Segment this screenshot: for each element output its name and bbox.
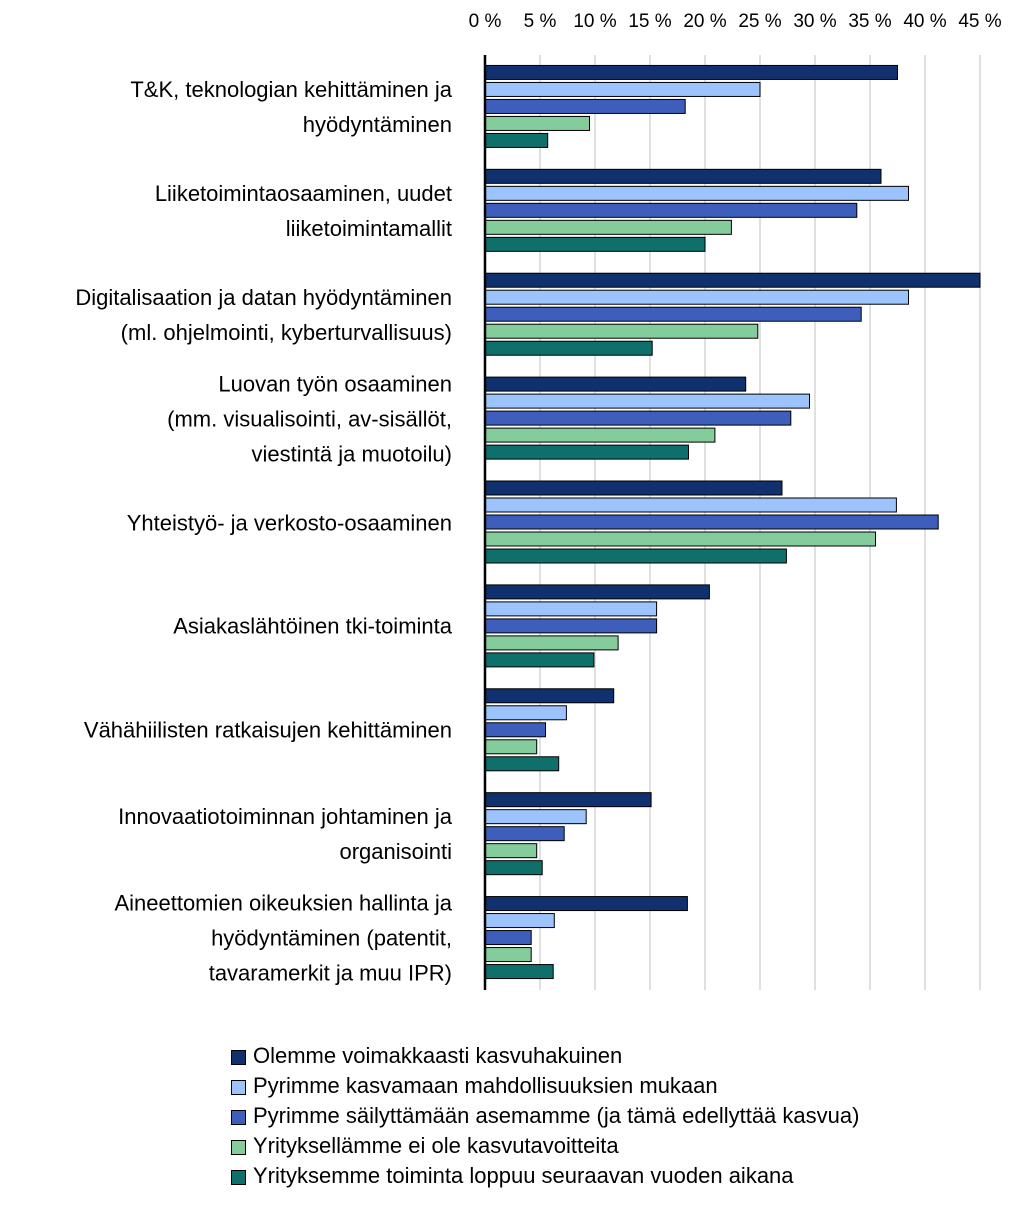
x-tick-label: 15 % xyxy=(628,11,671,32)
bar xyxy=(484,427,716,443)
legend-swatch xyxy=(231,1050,246,1065)
category-label: T&K, teknologian kehittäminen ja hyödynt… xyxy=(130,76,452,137)
bar xyxy=(484,652,595,668)
bar xyxy=(484,964,554,980)
bar xyxy=(484,860,543,876)
bar xyxy=(484,531,876,547)
bar xyxy=(484,896,688,912)
category-label: Luovan työn osaaminen (mm. visualisointi… xyxy=(167,371,452,467)
x-tick-label: 25 % xyxy=(738,11,781,32)
bar xyxy=(484,913,555,929)
legend-swatch xyxy=(231,1170,246,1185)
x-tick-label: 35 % xyxy=(848,11,891,32)
category-label: Vähähiilisten ratkaisujen kehittäminen xyxy=(83,717,452,743)
bar xyxy=(484,548,787,564)
bar xyxy=(484,376,747,392)
x-tick-label: 45 % xyxy=(958,11,1001,32)
bar xyxy=(484,219,732,235)
bar xyxy=(484,306,862,322)
x-tick-label: 20 % xyxy=(683,11,726,32)
bar xyxy=(484,410,792,426)
bar xyxy=(484,618,658,634)
bar xyxy=(484,497,897,513)
legend-label: Yrityksemme toiminta loppuu seuraavan vu… xyxy=(253,1163,794,1188)
bar xyxy=(484,272,981,288)
bar xyxy=(484,947,532,963)
category-label: Asiakaslähtöinen tki-toiminta xyxy=(173,613,452,639)
bar xyxy=(484,809,587,825)
bar xyxy=(484,705,567,721)
bar xyxy=(484,480,783,496)
x-tick-label: 30 % xyxy=(793,11,836,32)
bar xyxy=(484,444,689,460)
legend-label: Yrityksellämme ei ole kasvutavoitteita xyxy=(253,1133,619,1158)
x-tick-label: 5 % xyxy=(524,11,557,32)
bar xyxy=(484,132,549,148)
x-tick-label: 0 % xyxy=(469,11,502,32)
x-tick-label: 40 % xyxy=(903,11,946,32)
bar xyxy=(484,185,909,201)
bar xyxy=(484,289,909,305)
category-label: Yhteistyö- ja verkosto-osaaminen xyxy=(126,510,452,535)
x-tick-label: 10 % xyxy=(573,11,616,32)
legend-label: Olemme voimakkaasti kasvuhakuinen xyxy=(253,1043,623,1068)
legend-swatch xyxy=(231,1080,246,1095)
bar xyxy=(484,688,615,704)
bar xyxy=(484,81,761,97)
bar xyxy=(484,739,538,755)
legend-label: Pyrimme säilyttämään asemamme (ja tämä e… xyxy=(253,1103,860,1128)
bar xyxy=(484,756,560,772)
bar xyxy=(484,115,590,131)
bar xyxy=(484,635,619,651)
bar xyxy=(484,340,653,356)
legend-swatch xyxy=(231,1140,246,1155)
bar xyxy=(484,323,759,339)
category-label: Liiketoimintaosaaminen, uudet liiketoimi… xyxy=(154,180,452,241)
bar xyxy=(484,393,810,409)
bar xyxy=(484,98,686,114)
bar xyxy=(484,601,658,617)
bar xyxy=(484,168,882,184)
legend-swatch xyxy=(231,1110,246,1125)
legend-label: Pyrimme kasvamaan mahdollisuuksien mukaa… xyxy=(253,1073,718,1098)
bar xyxy=(484,722,546,738)
bar xyxy=(484,514,939,530)
bar xyxy=(484,792,652,808)
bar xyxy=(484,202,858,218)
bar xyxy=(484,584,710,600)
category-label: Innovaatiotoiminnan johtaminen ja organi… xyxy=(118,804,452,865)
bar xyxy=(484,236,706,252)
category-label: Aineettomien oikeuksien hallinta ja hyöd… xyxy=(114,890,452,986)
bar xyxy=(484,930,532,946)
bar xyxy=(484,64,898,80)
bar xyxy=(484,843,538,859)
bar xyxy=(484,826,565,842)
category-label: Digitalisaation ja datan hyödyntäminen (… xyxy=(75,284,452,345)
